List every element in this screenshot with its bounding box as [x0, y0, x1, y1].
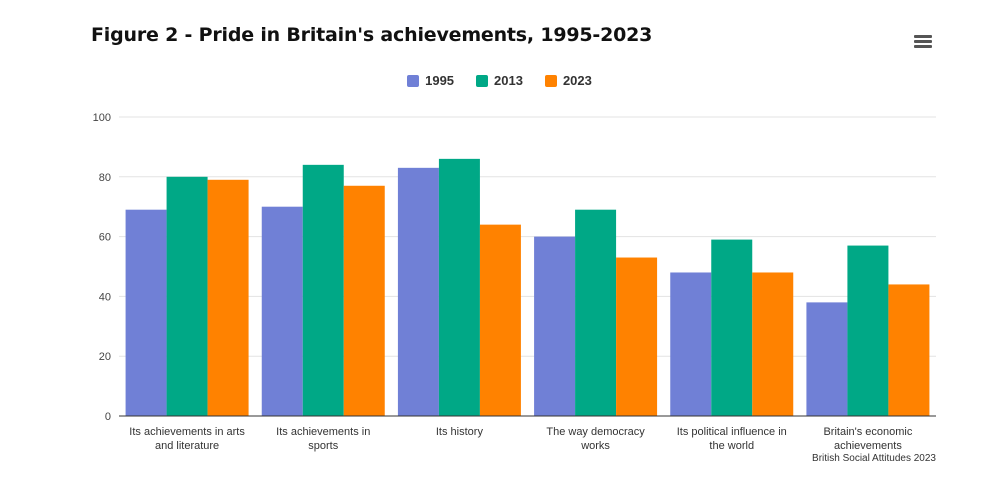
y-tick-label: 0 — [105, 411, 111, 423]
bar-2013-4 — [575, 209, 617, 416]
bar-2023-4 — [616, 257, 658, 416]
legend-item-1995[interactable]: 1995 — [407, 73, 454, 88]
bar-2023-1 — [207, 179, 249, 416]
bar-1995-6 — [806, 302, 848, 416]
legend-swatch-1995 — [407, 74, 420, 87]
legend-item-2013[interactable]: 2013 — [476, 73, 523, 88]
bar-2013-1 — [166, 176, 208, 416]
legend-label-2023: 2023 — [562, 73, 592, 88]
bar-1995-4 — [534, 236, 576, 416]
x-tick-label-line: Its history — [436, 426, 484, 438]
bar-2023-3 — [479, 224, 521, 416]
hamburger-menu-icon[interactable] — [914, 35, 932, 49]
x-tick-label-line: sports — [308, 440, 338, 452]
legend-label-2013: 2013 — [494, 73, 523, 88]
legend-swatch-2023 — [544, 74, 557, 87]
x-tick-label-line: achievements — [834, 440, 902, 452]
bar-1995-1 — [125, 209, 167, 416]
legend-swatch-2013 — [476, 74, 489, 87]
x-tick-label-line: and literature — [155, 440, 219, 452]
x-tick-label: Its political influence in the world — [677, 426, 787, 452]
x-tick-label: Its history — [436, 426, 484, 438]
y-tick-label: 20 — [99, 351, 111, 363]
bar-2013-2 — [302, 164, 344, 416]
bar-2023-2 — [343, 185, 385, 416]
bar-2023-5 — [752, 272, 794, 416]
legend-label-1995: 1995 — [425, 73, 455, 88]
x-tick-label-line: Its achievements in — [276, 426, 370, 438]
y-tick-label: 80 — [99, 172, 111, 184]
x-tick-label: Its achievements in arts and literature — [129, 426, 245, 452]
x-tick-label-line: Britain's economic — [823, 426, 912, 438]
chart-legend: 1995 2013 2023 — [0, 73, 999, 88]
y-tick-label: 40 — [99, 291, 111, 303]
bar-1995-5 — [670, 272, 712, 416]
x-tick-label-line: works — [580, 440, 610, 452]
legend-item-2023[interactable]: 2023 — [544, 73, 592, 88]
bar-1995-3 — [397, 167, 439, 416]
x-tick-label-line: Its political influence in — [677, 426, 787, 438]
x-tick-label-line: Its achievements in arts — [129, 426, 245, 438]
bar-2013-6 — [847, 245, 889, 416]
chart-title: Figure 2 - Pride in Britain's achievemen… — [91, 24, 653, 46]
x-tick-label: Its achievements in sports — [276, 426, 370, 452]
y-tick-label: 100 — [93, 112, 111, 124]
bar-2013-5 — [711, 239, 753, 416]
bar-2013-3 — [438, 158, 480, 417]
y-tick-label: 60 — [99, 232, 111, 244]
x-tick-label-line: the world — [709, 440, 754, 452]
x-tick-label-line: The way democracy — [546, 426, 645, 438]
bar-1995-2 — [261, 206, 303, 416]
bar-2023-6 — [888, 284, 930, 416]
x-tick-label: The way democracy works — [546, 426, 645, 452]
x-tick-label: Britain's economic achievements — [823, 426, 912, 452]
chart-credit: British Social Attitudes 2023 — [812, 453, 936, 464]
